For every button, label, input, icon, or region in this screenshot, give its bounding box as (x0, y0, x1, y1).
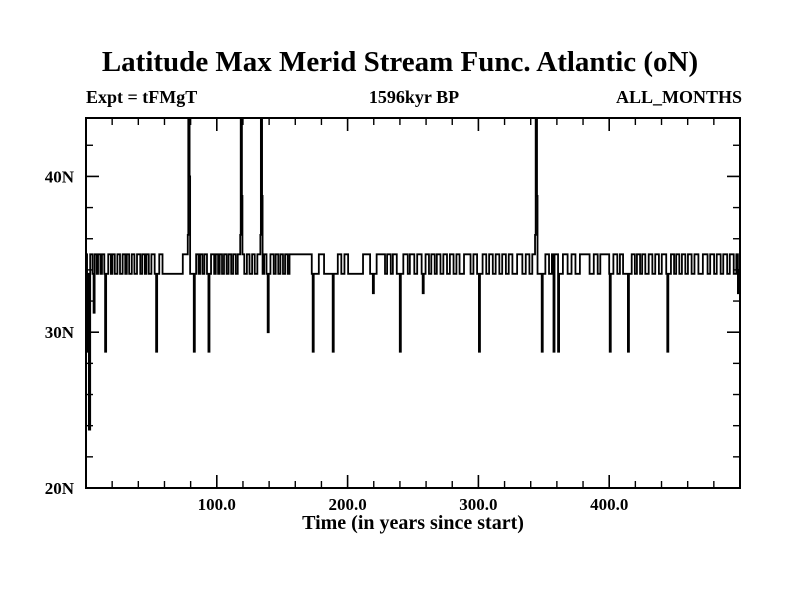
data-series-line (86, 117, 740, 431)
plot-frame (85, 117, 741, 489)
y-tick-label: 30N (45, 323, 75, 342)
y-tick-label: 20N (45, 479, 75, 498)
subtitle-row: 1596kyr BP Expt = tFMgT ALL_MONTHS (86, 87, 742, 108)
x-axis-title: Time (in years since start) (302, 512, 524, 534)
months-label: ALL_MONTHS (615, 87, 742, 107)
x-tick-label: 400.0 (590, 495, 628, 514)
y-tick-label: 40N (45, 167, 75, 186)
x-tick-label: 200.0 (328, 495, 366, 514)
x-tick-label: 100.0 (198, 495, 236, 514)
experiment-label: Expt = tFMgT (86, 87, 198, 107)
chart-title: Latitude Max Merid Stream Func. Atlantic… (101, 46, 699, 78)
epoch-label: 1596kyr BP (368, 87, 460, 107)
x-tick-label: 300.0 (459, 495, 497, 514)
